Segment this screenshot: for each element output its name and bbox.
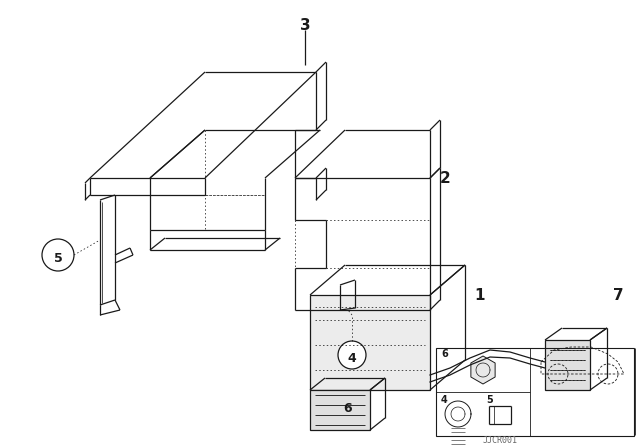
Polygon shape [545, 340, 590, 390]
Polygon shape [310, 390, 370, 430]
Text: 3: 3 [300, 17, 310, 33]
Circle shape [42, 239, 74, 271]
Text: 4: 4 [348, 352, 356, 365]
Polygon shape [310, 295, 430, 390]
Text: 5: 5 [54, 251, 62, 264]
Text: 2: 2 [440, 171, 451, 185]
Text: 6: 6 [344, 401, 352, 414]
Text: 4: 4 [441, 395, 448, 405]
Polygon shape [471, 356, 495, 384]
Circle shape [338, 341, 366, 369]
Text: 1: 1 [475, 288, 485, 302]
Circle shape [334, 391, 362, 419]
Bar [436, 348, 634, 436]
Text: 7: 7 [612, 288, 623, 302]
Text: 6: 6 [441, 349, 448, 359]
Text: JJCR001: JJCR001 [483, 435, 518, 444]
Text: 5: 5 [486, 395, 493, 405]
